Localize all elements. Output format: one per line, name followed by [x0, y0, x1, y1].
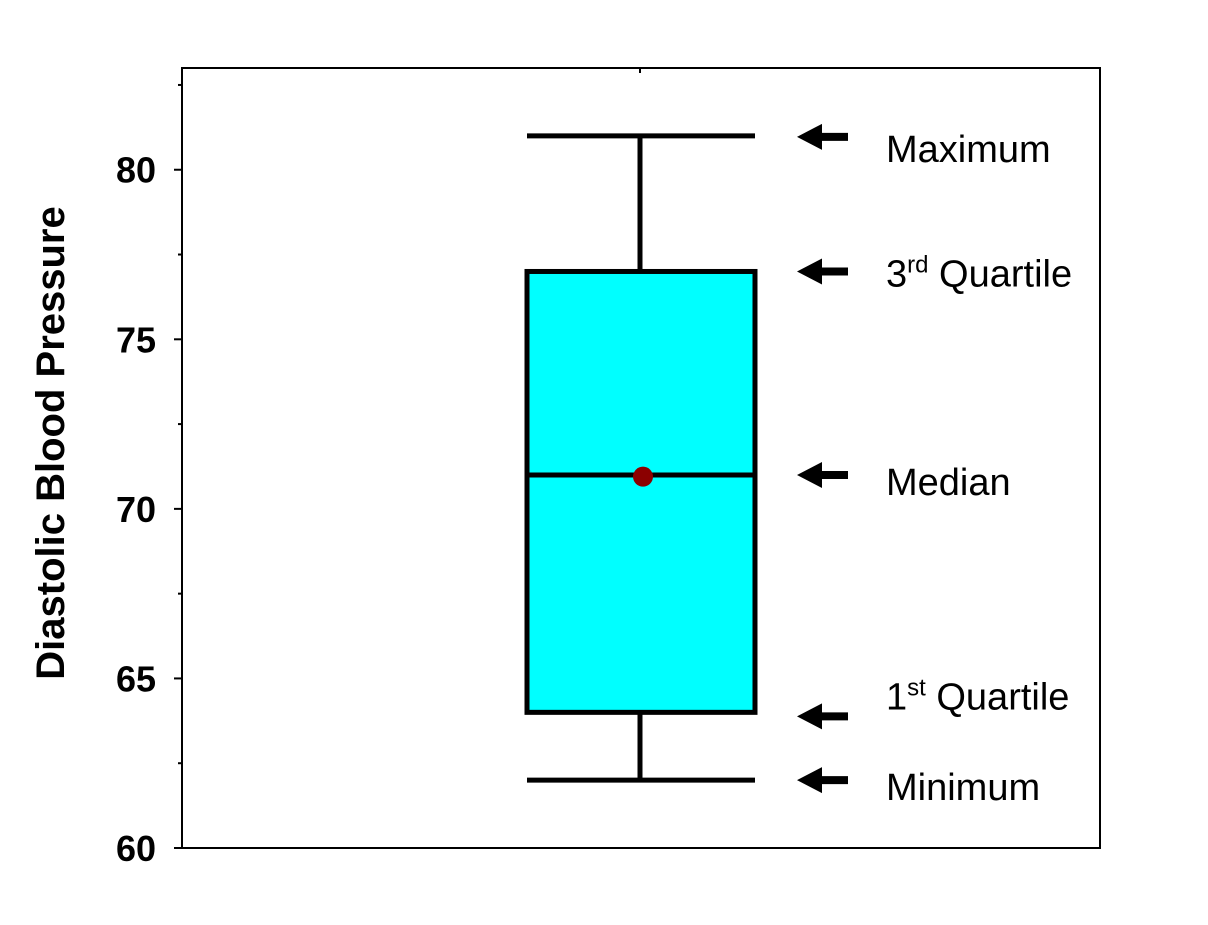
annotation-rest: Quartile — [928, 253, 1072, 295]
annotation-maximum: Maximum — [886, 129, 1051, 171]
annotation-q1: 1st Quartile — [886, 674, 1069, 718]
box-plot — [524, 133, 758, 783]
annotation-median: Median — [886, 462, 1011, 504]
annotation-text: 3 — [886, 253, 907, 295]
iqr-box — [524, 268, 758, 715]
annotation-text: Median — [886, 462, 1011, 504]
annotations: Maximum 3rd Quartile Median 1st Quartile Min… — [797, 123, 1072, 809]
y-axis-tick-labels: 60 65 70 75 80 — [116, 150, 156, 869]
y-tick-label: 70 — [116, 489, 156, 530]
y-tick-label: 75 — [116, 319, 156, 360]
mean-point — [633, 466, 653, 487]
annotation-minimum: Minimum — [886, 767, 1040, 809]
annotation-text: 1 — [886, 676, 907, 718]
y-tick-label: 80 — [116, 150, 156, 191]
annotation-rest: Quartile — [926, 676, 1070, 718]
arrow-left-icon — [797, 461, 848, 488]
y-tick-label: 65 — [116, 658, 156, 699]
annotation-text: Maximum — [886, 129, 1051, 171]
y-tick-label: 60 — [116, 828, 156, 869]
annotation-text: Minimum — [886, 767, 1040, 809]
arrow-left-icon — [797, 258, 848, 285]
annotation-superscript: st — [907, 674, 926, 701]
arrow-left-icon — [797, 703, 848, 730]
arrow-left-icon — [797, 123, 848, 150]
annotation-q3: 3rd Quartile — [886, 251, 1072, 295]
annotation-superscript: rd — [907, 251, 928, 278]
y-axis-ticks — [174, 83, 182, 849]
y-axis-title: Diastolic Blood Pressure — [29, 206, 73, 679]
arrow-left-icon — [797, 767, 848, 794]
